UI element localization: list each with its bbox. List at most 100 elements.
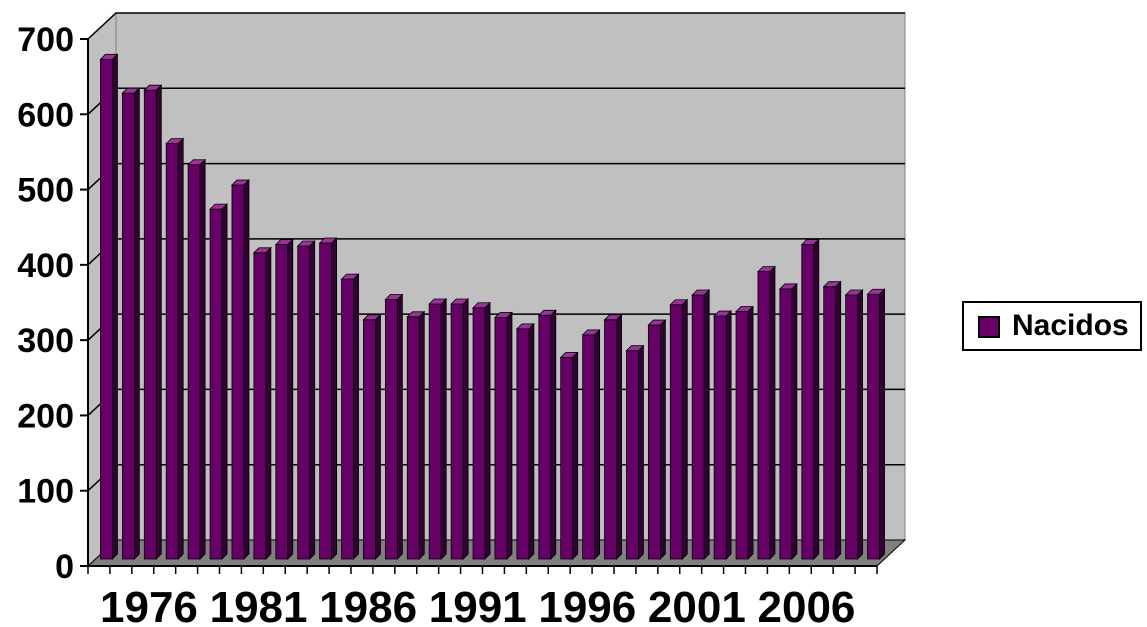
bar xyxy=(99,53,119,560)
bar-side xyxy=(331,237,338,560)
bar-side xyxy=(616,313,622,560)
bar-side xyxy=(243,179,250,560)
bar xyxy=(778,282,798,560)
bar-side xyxy=(725,310,732,560)
bar xyxy=(691,289,711,560)
legend-label-nacidos: Nacidos xyxy=(1012,309,1129,342)
bar-front xyxy=(691,294,705,560)
bar-side xyxy=(265,246,272,560)
chart-axes xyxy=(80,38,878,574)
bar-front xyxy=(647,324,661,560)
bar xyxy=(406,310,426,560)
bar-front xyxy=(735,311,749,560)
x-tick-label: 2006 xyxy=(758,583,856,627)
bar-side xyxy=(594,328,601,560)
y-tick-label: 300 xyxy=(17,322,74,360)
bar-front xyxy=(384,299,398,560)
bar xyxy=(844,289,864,560)
bar xyxy=(559,351,579,560)
bar xyxy=(756,265,776,560)
bar-front xyxy=(582,334,596,560)
bar-side xyxy=(550,309,557,560)
bar xyxy=(493,311,513,560)
bar-front xyxy=(297,245,311,560)
bar-front xyxy=(867,293,880,560)
bar-front xyxy=(669,304,683,560)
bar-front xyxy=(100,58,113,560)
bar-side xyxy=(353,273,359,560)
bar xyxy=(209,203,229,560)
bar-side xyxy=(769,265,776,560)
bar-side xyxy=(309,240,316,560)
y-tick-label: 100 xyxy=(17,473,74,511)
bar xyxy=(428,298,448,560)
bar-side xyxy=(484,301,491,560)
gridline xyxy=(87,12,905,40)
bar xyxy=(165,137,185,560)
bar-side xyxy=(572,351,579,560)
bar-side xyxy=(133,87,140,560)
bar-front xyxy=(823,286,837,560)
bar xyxy=(625,344,645,560)
x-tick-label: 1986 xyxy=(319,583,417,627)
bar-side xyxy=(221,203,228,560)
chart-bars xyxy=(99,53,886,560)
bar-side xyxy=(703,289,710,560)
y-tick-label: 600 xyxy=(17,96,74,134)
bar xyxy=(252,246,272,560)
bar-side xyxy=(396,293,403,560)
bar xyxy=(800,238,820,560)
y-tick-label: 400 xyxy=(17,247,74,285)
bar-side xyxy=(506,311,513,560)
x-tick-label: 1991 xyxy=(429,583,527,627)
bar-side xyxy=(747,305,754,560)
bar-front xyxy=(560,357,574,560)
bar xyxy=(230,179,250,560)
x-tick-label: 1996 xyxy=(538,583,636,627)
bar-front xyxy=(757,271,771,560)
bar xyxy=(340,273,360,560)
bar-front xyxy=(406,316,420,560)
bar xyxy=(515,322,535,560)
y-tick-label: 700 xyxy=(17,21,74,59)
bar-front xyxy=(845,294,859,560)
bar xyxy=(274,238,294,560)
bar-front xyxy=(538,314,552,560)
bar-side xyxy=(199,158,206,560)
bar-front xyxy=(779,288,793,560)
bar-front xyxy=(472,307,486,560)
bar xyxy=(866,288,886,560)
bar-front xyxy=(801,244,815,560)
y-axis-tick-labels: 0 100 200 300 400 500 600 700 xyxy=(17,21,74,586)
bar-side xyxy=(112,53,118,560)
bar xyxy=(581,328,601,560)
bar-side xyxy=(528,322,535,560)
bar xyxy=(318,237,338,560)
bar-side xyxy=(155,84,162,560)
bar-side xyxy=(681,298,688,560)
bar-front xyxy=(604,319,617,560)
bar-front xyxy=(187,164,201,560)
y-tick-label: 0 xyxy=(55,548,74,586)
bar xyxy=(669,298,689,560)
bar-front xyxy=(450,303,464,560)
bar xyxy=(537,309,557,560)
bar-side xyxy=(791,282,798,560)
bar xyxy=(362,313,382,560)
bar xyxy=(187,158,207,560)
bar-side xyxy=(418,310,425,560)
x-tick-label: 1976 xyxy=(100,583,198,627)
bar-side xyxy=(440,298,447,560)
x-tick-label: 2001 xyxy=(648,583,746,627)
bar-front xyxy=(165,143,179,560)
bar xyxy=(735,305,755,560)
bar-front xyxy=(253,252,267,560)
bar-front xyxy=(494,317,508,560)
bar-front xyxy=(626,350,639,560)
bar-side xyxy=(835,280,842,560)
bar-side xyxy=(659,319,666,560)
bar xyxy=(143,84,163,560)
bar-front xyxy=(275,244,289,560)
bar-front xyxy=(143,89,157,560)
bar-front xyxy=(516,328,530,560)
